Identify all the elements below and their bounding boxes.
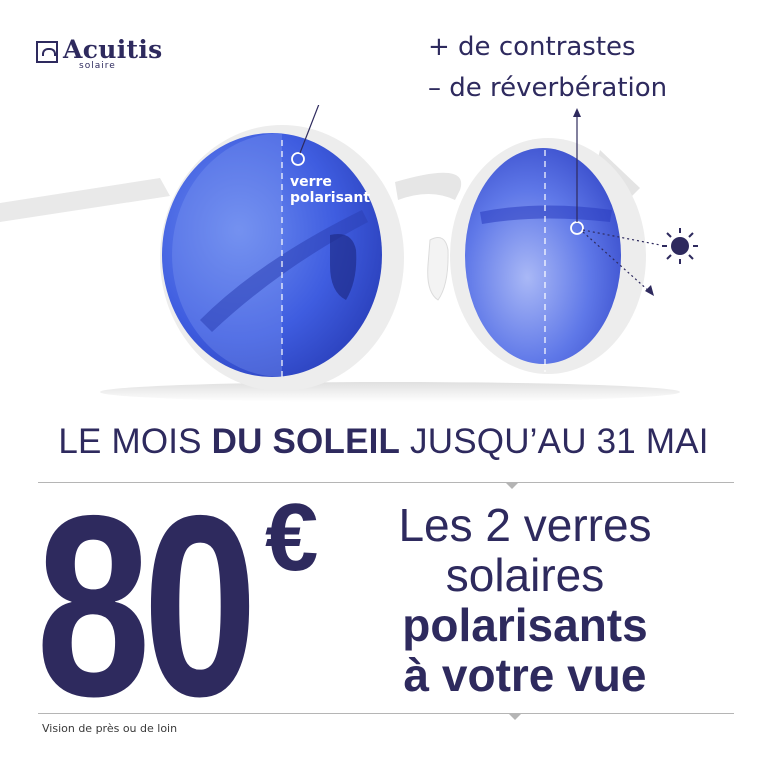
headline: LE MOIS DU SOLEIL JUSQU’AU 31 MAI xyxy=(0,422,767,462)
offer-line4: à votre vue xyxy=(403,649,647,701)
headline-part1: LE MOIS xyxy=(58,422,212,461)
lens-label-line2: polarisant xyxy=(290,190,371,206)
bridge xyxy=(395,172,462,200)
footnote: Vision de près ou de loin xyxy=(42,722,178,735)
lens-label: verre polarisant xyxy=(290,174,370,206)
callout-glare: – de réverbération xyxy=(428,73,668,103)
offer-text: Les 2 verres solaires polarisants à votr… xyxy=(330,500,720,700)
sunglasses-illustration xyxy=(0,105,698,402)
shadow xyxy=(100,382,680,402)
divider-top xyxy=(38,482,734,483)
temple-right xyxy=(596,150,640,196)
lens-left-half xyxy=(172,133,282,377)
divider-bottom xyxy=(38,713,734,714)
lens-label-line1: verre xyxy=(290,174,332,190)
logo-mark-icon xyxy=(36,41,58,63)
offer-line1: Les 2 verres xyxy=(398,499,652,551)
brand-sub: solaire xyxy=(79,61,116,71)
headline-part2: DU SOLEIL xyxy=(211,422,401,461)
sun-icon xyxy=(662,228,698,264)
headline-part3: JUSQU’AU 31 MAI xyxy=(400,422,709,461)
brand-logo: Acuitis xyxy=(36,35,163,64)
offer-line3: polarisants xyxy=(402,599,648,651)
lens-right xyxy=(465,148,621,364)
lens-marker-left xyxy=(291,152,305,166)
price-currency: € xyxy=(265,484,319,591)
callout-contrast: + de contrastes xyxy=(428,32,636,62)
divider-notch-bottom xyxy=(509,714,521,720)
offer-line2: solaires xyxy=(445,549,605,601)
price-amount: 80 xyxy=(36,461,258,750)
temple-left xyxy=(0,178,170,222)
brand-name: Acuitis xyxy=(63,35,163,64)
divider-notch-top xyxy=(506,483,518,489)
nose-pad xyxy=(427,237,449,301)
